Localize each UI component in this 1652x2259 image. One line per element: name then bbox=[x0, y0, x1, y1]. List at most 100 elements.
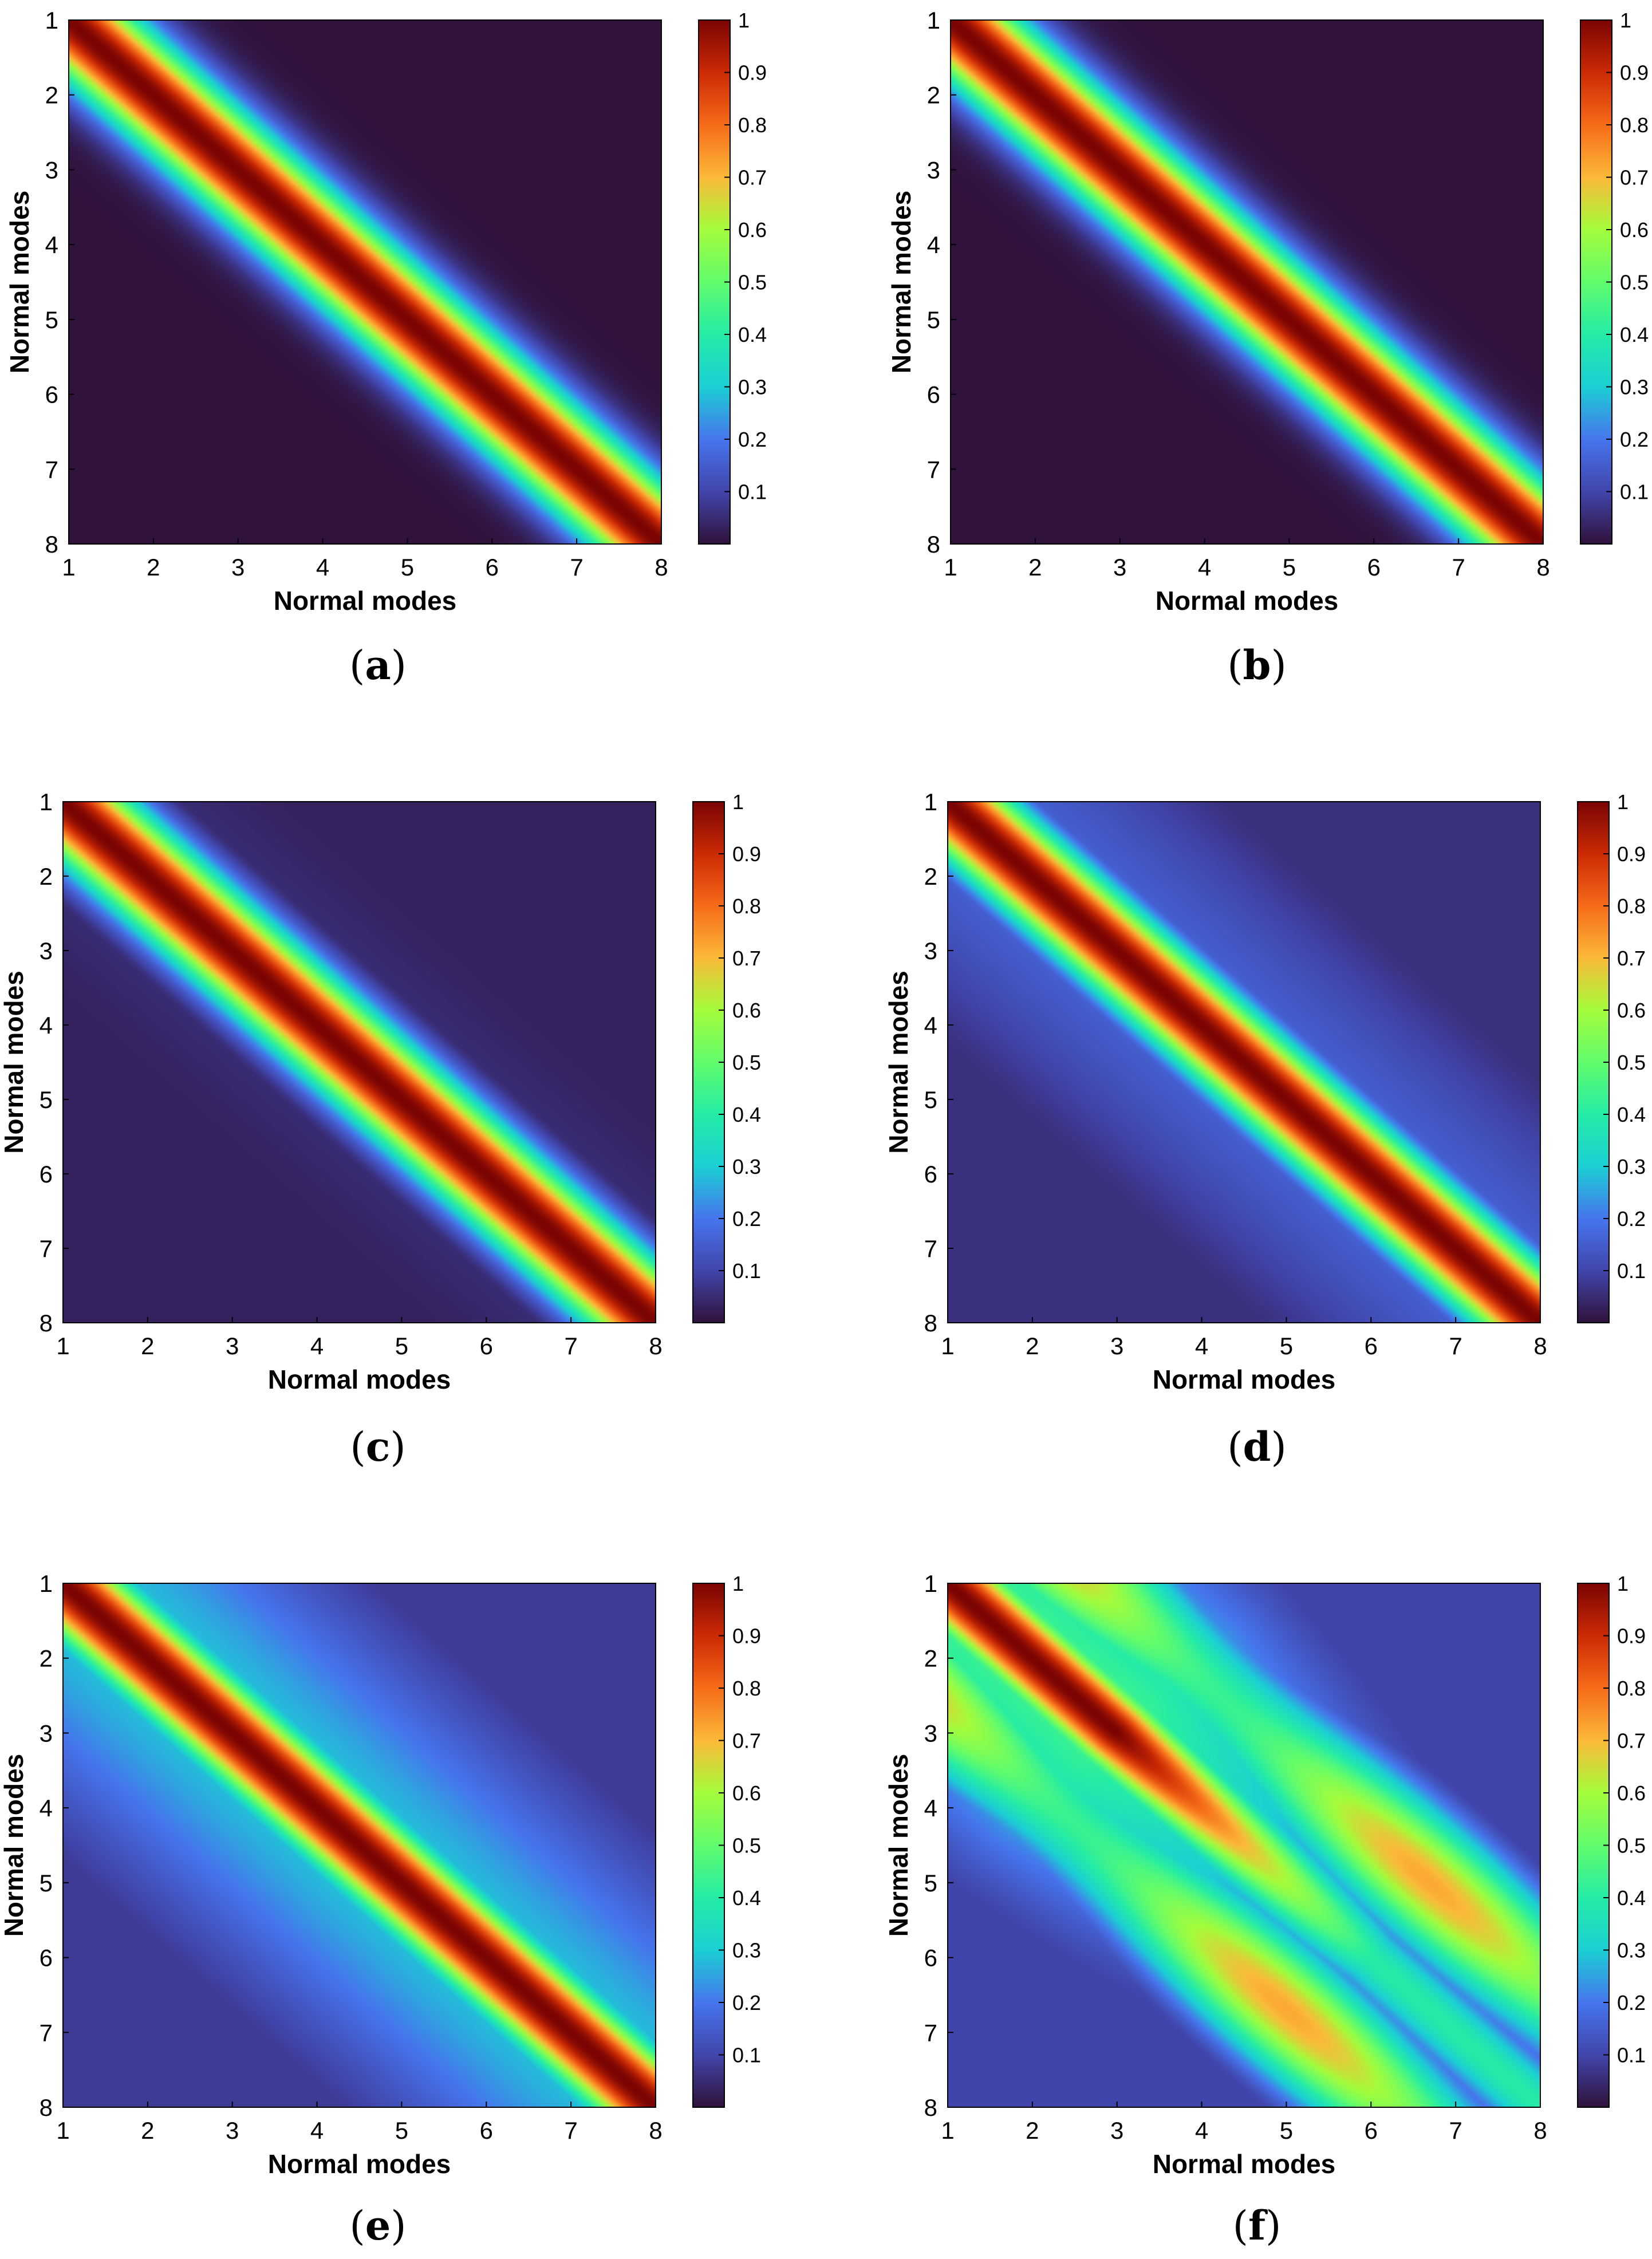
x-tick-label: 4 bbox=[310, 1332, 324, 1359]
y-tick-label: 1 bbox=[45, 7, 58, 34]
x-axis-label: Normal modes bbox=[274, 586, 457, 616]
y-tick-label: 5 bbox=[40, 1870, 53, 1897]
colorbar-tick-label: 0.8 bbox=[738, 113, 767, 137]
x-tick-label: 6 bbox=[1367, 554, 1381, 581]
colorbar-tick-label: 1 bbox=[1617, 1572, 1629, 1595]
y-tick-label: 8 bbox=[924, 1310, 937, 1337]
y-tick-label: 7 bbox=[924, 2019, 937, 2046]
y-tick-label: 4 bbox=[40, 1012, 53, 1039]
y-tick-label: 5 bbox=[40, 1086, 53, 1113]
y-axis-label: Normal modes bbox=[884, 971, 913, 1154]
x-axis-label: Normal modes bbox=[1156, 586, 1339, 616]
y-tick-label: 3 bbox=[924, 937, 937, 964]
x-tick-label: 3 bbox=[226, 1332, 239, 1359]
plot-frame-e bbox=[62, 1583, 656, 2108]
y-tick-label: 8 bbox=[45, 531, 58, 558]
colorbar-tick-label: 0.7 bbox=[1617, 947, 1646, 970]
colorbar-tick-label: 0.3 bbox=[738, 376, 767, 399]
y-tick-label: 6 bbox=[40, 1945, 53, 1972]
panel-caption-f: (f) bbox=[1232, 2202, 1282, 2249]
colorbar-tick-label: 1 bbox=[1617, 790, 1629, 814]
colorbar-tick-label: 0.1 bbox=[1617, 1259, 1646, 1283]
x-tick-label: 6 bbox=[1365, 1332, 1378, 1359]
x-tick-label: 4 bbox=[1195, 1332, 1208, 1359]
x-tick-label: 5 bbox=[401, 554, 414, 581]
x-tick-label: 2 bbox=[141, 1332, 154, 1359]
x-tick-label: 1 bbox=[941, 2117, 954, 2144]
y-tick-label: 2 bbox=[924, 863, 937, 890]
colorbar-tick-label: 0.4 bbox=[1620, 323, 1649, 346]
y-tick-label: 4 bbox=[927, 231, 940, 258]
y-tick-label: 3 bbox=[40, 1720, 53, 1747]
colorbar-tick-label: 0.6 bbox=[732, 1781, 761, 1805]
y-tick-label: 8 bbox=[927, 531, 940, 558]
y-tick-label: 2 bbox=[40, 1645, 53, 1672]
x-tick-label: 7 bbox=[570, 554, 583, 581]
plot-frame-f bbox=[947, 1583, 1541, 2108]
x-axis-label: Normal modes bbox=[1153, 1365, 1336, 1394]
colorbar-tick-label: 0.9 bbox=[732, 1625, 761, 1648]
y-tick-label: 1 bbox=[40, 789, 53, 815]
colorbar-tick-label: 0.1 bbox=[738, 480, 767, 504]
y-tick-label: 2 bbox=[924, 1645, 937, 1672]
panel-caption-b: (b) bbox=[1227, 641, 1287, 689]
x-tick-label: 1 bbox=[56, 2117, 69, 2144]
y-axis-label: Normal modes bbox=[884, 1754, 913, 1937]
colorbar-tick-label: 0.2 bbox=[1620, 428, 1649, 451]
x-tick-label: 3 bbox=[1110, 2117, 1123, 2144]
x-tick-label: 6 bbox=[480, 1332, 493, 1359]
x-tick-label: 5 bbox=[1280, 2117, 1293, 2144]
x-tick-label: 6 bbox=[486, 554, 499, 581]
y-tick-label: 6 bbox=[924, 1945, 937, 1972]
x-tick-label: 5 bbox=[1280, 1332, 1293, 1359]
colorbar-tick-label: 0.7 bbox=[1620, 166, 1649, 190]
y-tick-label: 4 bbox=[924, 1012, 937, 1039]
colorbar-tick-label: 0.2 bbox=[1617, 1207, 1646, 1231]
x-tick-label: 3 bbox=[226, 2117, 239, 2144]
colorbar-tick-label: 0.5 bbox=[738, 271, 767, 294]
y-tick-label: 5 bbox=[45, 306, 58, 333]
y-tick-label: 1 bbox=[927, 7, 940, 34]
y-tick-label: 8 bbox=[40, 1310, 53, 1337]
colorbar-tick-label: 0.7 bbox=[732, 1729, 761, 1753]
x-tick-label: 1 bbox=[62, 554, 75, 581]
y-axis-label: Normal modes bbox=[5, 191, 34, 374]
x-axis-label: Normal modes bbox=[268, 2149, 451, 2179]
heatmap-image-d bbox=[948, 802, 1540, 1323]
y-tick-label: 7 bbox=[40, 1235, 53, 1262]
colorbar-tick-label: 0.8 bbox=[1617, 894, 1646, 918]
colorbar-tick-label: 0.2 bbox=[1617, 1991, 1646, 2014]
x-tick-label: 5 bbox=[395, 1332, 408, 1359]
colorbar-tick-label: 0.1 bbox=[732, 2044, 761, 2067]
colorbar-tick-label: 0.4 bbox=[732, 1103, 761, 1126]
colorbar-tick-label: 0.5 bbox=[1617, 1051, 1646, 1074]
colorbar-tick-label: 0.4 bbox=[732, 1886, 761, 1910]
colorbar-tick-label: 1 bbox=[732, 1572, 744, 1595]
x-tick-label: 5 bbox=[395, 2117, 408, 2144]
x-tick-label: 2 bbox=[147, 554, 160, 581]
y-tick-label: 5 bbox=[924, 1870, 937, 1897]
colorbar-tick-label: 0.9 bbox=[1620, 61, 1649, 85]
colorbar-tick-label: 0.8 bbox=[732, 894, 761, 918]
colorbar-tick-label: 1 bbox=[732, 790, 744, 814]
x-tick-label: 4 bbox=[1195, 2117, 1208, 2144]
colorbar-tick-label: 0.6 bbox=[1620, 218, 1649, 242]
panel-caption-d: (d) bbox=[1227, 1423, 1287, 1470]
x-tick-label: 3 bbox=[231, 554, 245, 581]
colorbar-tick-label: 0.9 bbox=[1617, 1625, 1646, 1648]
x-tick-label: 4 bbox=[1198, 554, 1211, 581]
colorbar-tick-label: 0.8 bbox=[1617, 1677, 1646, 1700]
y-tick-label: 5 bbox=[927, 306, 940, 333]
colorbar-tick-label: 0.5 bbox=[1617, 1834, 1646, 1858]
colorbar-tick-label: 0.5 bbox=[732, 1051, 761, 1074]
colorbar-tick-label: 0.8 bbox=[1620, 113, 1649, 137]
y-tick-label: 3 bbox=[40, 937, 53, 964]
y-tick-label: 2 bbox=[927, 82, 940, 109]
y-tick-label: 7 bbox=[927, 456, 940, 483]
